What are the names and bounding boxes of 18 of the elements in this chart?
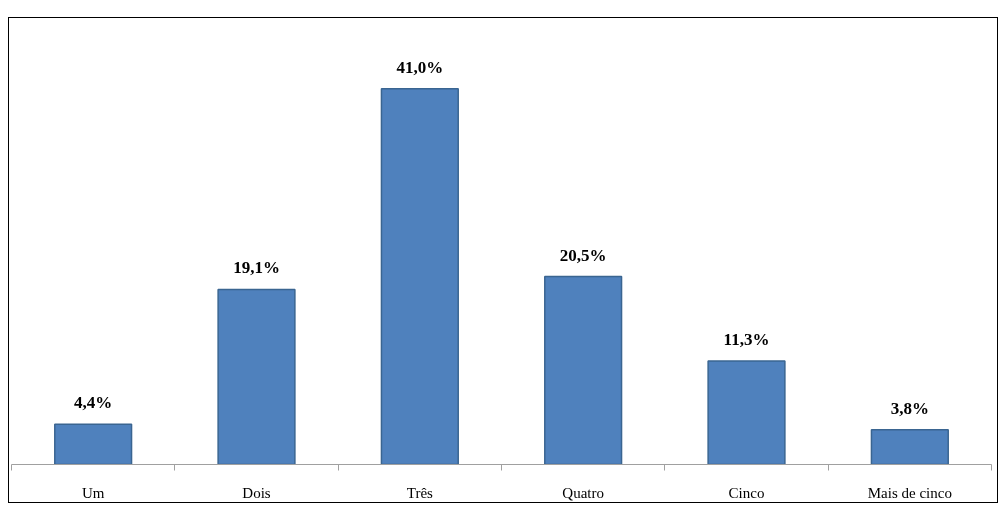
data-label: 19,1%: [233, 258, 280, 278]
data-label: 41,0%: [396, 57, 444, 77]
data-label: 20,5%: [559, 245, 607, 265]
bar: [54, 423, 133, 465]
x-tick-label: Mais de cinco: [867, 484, 952, 501]
x-tick-label: Dois: [242, 484, 271, 501]
x-tick-label: Cinco: [728, 484, 765, 501]
x-tick-label: Um: [81, 484, 105, 501]
bar: [707, 360, 786, 465]
bar: [217, 288, 296, 465]
bar: [544, 275, 623, 465]
data-label: 4,4%: [74, 393, 113, 413]
data-label: 11,3%: [723, 329, 770, 349]
x-tick-label: Três: [406, 484, 434, 501]
bar: [380, 87, 459, 465]
data-label: 3,8%: [890, 398, 929, 418]
x-tick-label: Quatro: [562, 484, 604, 501]
bar: [870, 428, 949, 465]
